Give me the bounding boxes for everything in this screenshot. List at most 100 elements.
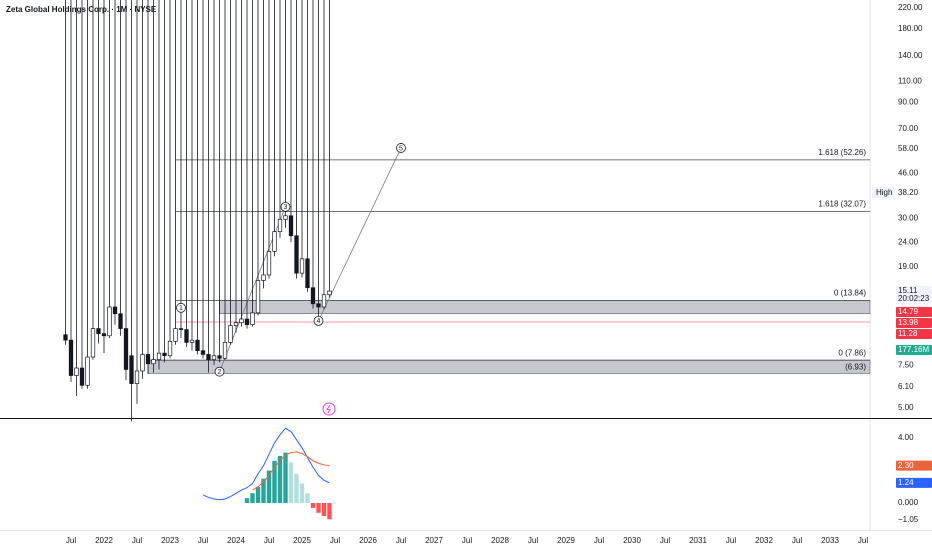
price-badge-label: 177.16M: [898, 345, 929, 354]
zone: [147, 359, 871, 374]
candle-body: [255, 280, 261, 314]
wave-label: 1: [179, 305, 183, 312]
candle-body: [189, 339, 195, 343]
y-tick-label: 180.00: [898, 24, 923, 33]
x-tick-label: 2031: [689, 536, 707, 545]
price-badge: [896, 286, 932, 304]
candle-body: [107, 306, 112, 337]
countdown-label: 20:02:23: [898, 294, 930, 303]
x-tick-label: Jul: [660, 536, 670, 545]
candle-body: [299, 258, 305, 274]
y-tick-label: 140.00: [898, 51, 923, 60]
x-tick-label: 2033: [821, 536, 839, 545]
candle-body: [118, 313, 123, 329]
candle-body: [239, 318, 244, 324]
price-badge: [896, 329, 932, 339]
candle-body: [162, 352, 167, 357]
candle-body: [68, 339, 74, 376]
value-badge: [896, 477, 932, 488]
x-tick-label: Jul: [264, 536, 274, 545]
candle-body: [63, 334, 68, 341]
histogram-bar: [277, 455, 283, 504]
candle-body: [195, 339, 200, 352]
candle-body: [283, 215, 288, 220]
candle-body: [305, 258, 310, 289]
candle-body: [85, 356, 90, 386]
x-tick-label: 2024: [227, 536, 245, 545]
wave-marker: [176, 302, 186, 313]
event-icon-bolt: [326, 404, 331, 414]
macd-line: [202, 427, 330, 501]
chart-title: Zeta Global Holdings Corp. · 1M · NYSE: [6, 5, 157, 14]
histogram-bar: [283, 452, 288, 504]
x-tick-label: Jul: [396, 536, 406, 545]
y-tick-label: 6.10: [898, 382, 914, 391]
candle-body: [228, 325, 233, 343]
y-tick-label: 90.00: [898, 97, 919, 106]
y-tick-label: 110.00: [898, 76, 922, 85]
price-badge: [896, 345, 932, 355]
candle-body: [90, 328, 96, 358]
wave-label: 2: [218, 369, 222, 376]
candle-body: [266, 251, 272, 276]
histogram-bar: [310, 503, 316, 508]
histogram-bar: [321, 503, 327, 517]
x-tick-label: Jul: [858, 536, 868, 545]
price-badge: [896, 318, 932, 328]
fib-label: 0 (7.86): [838, 348, 866, 357]
histogram-bar: [255, 486, 261, 504]
candle-body: [112, 306, 118, 315]
x-tick-label: Jul: [594, 536, 604, 545]
candle-body: [200, 350, 206, 355]
histogram-bar: [327, 503, 332, 520]
y-tick-label: 4.00: [898, 433, 914, 442]
y-tick-label: 30.00: [898, 214, 919, 223]
price-badge: [896, 307, 932, 317]
candle-body: [96, 328, 101, 335]
candle-body: [310, 287, 316, 305]
candle-body: [184, 329, 189, 343]
candle-body: [288, 215, 294, 237]
fib-label: 1.618 (52.26): [818, 148, 866, 157]
candle-body: [217, 355, 222, 359]
high-value: 38.20: [898, 188, 919, 197]
histogram-bar: [294, 473, 299, 504]
value-badge-label: 2.30: [898, 461, 914, 470]
x-tick-label: Jul: [462, 536, 472, 545]
candle-body: [140, 354, 145, 372]
value-badge-label: 1.24: [898, 478, 914, 487]
candle-body: [277, 218, 283, 233]
histogram-bar: [288, 462, 294, 504]
fib-label: 0 (13.84): [834, 288, 866, 297]
candle-body: [250, 312, 255, 326]
x-tick-label: 2028: [491, 536, 509, 545]
candle-body: [123, 328, 129, 370]
wave-marker: [280, 201, 291, 212]
y-tick-label: 46.00: [898, 168, 919, 177]
x-tick-label: 2029: [557, 536, 575, 545]
x-tick-label: Jul: [66, 536, 76, 545]
candle-body: [178, 328, 184, 330]
y-tick-label: 24.00: [898, 237, 919, 246]
x-tick-label: Jul: [132, 536, 142, 545]
x-tick-label: 2030: [623, 536, 641, 545]
y-tick-label: 58.00: [898, 144, 919, 153]
candle-body: [244, 318, 250, 326]
wave-label: 5: [399, 145, 403, 152]
wave-label: 4: [317, 318, 321, 325]
candle-body: [272, 231, 277, 252]
price-badge-label: 13.98: [898, 318, 919, 327]
wave-marker: [313, 315, 324, 326]
candle-body: [129, 355, 134, 384]
candle-body: [145, 354, 151, 365]
price-badge-label: 14.79: [898, 307, 919, 316]
candle-body: [211, 355, 217, 361]
histogram-bar: [299, 483, 305, 504]
x-tick-label: 2032: [755, 536, 773, 545]
y-tick-label: 5.00: [898, 403, 914, 412]
candle-body: [167, 340, 173, 357]
fib-label: 1.618 (32.07): [818, 200, 866, 209]
wave-label: 3: [284, 204, 288, 211]
candle-body: [101, 333, 107, 337]
